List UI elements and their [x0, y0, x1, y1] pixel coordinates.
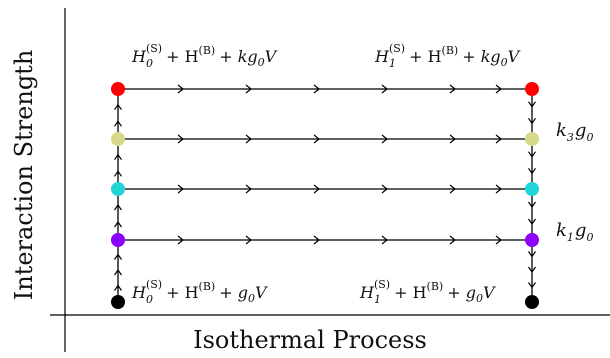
- state-dot-left-level2: [111, 182, 125, 196]
- direction-arrows: [114, 84, 536, 291]
- state-dot-left-bottom: [111, 295, 125, 309]
- state-dot-right-level1: [525, 233, 539, 247]
- state-points: [111, 82, 539, 309]
- arrow-right-level1-0: [177, 235, 184, 245]
- arrow-up-0-1: [114, 103, 122, 111]
- arrow-down-1-2: [528, 167, 536, 175]
- arrow-down-2-1: [528, 201, 536, 209]
- arrow-right-level2-1: [245, 184, 252, 194]
- arrow-right-level3-1: [245, 134, 252, 144]
- hamiltonian-bottom-left: H0(S) + H(B) + g0V: [131, 278, 268, 306]
- process-paths: [117, 88, 533, 302]
- arrow-right-level1-3: [381, 235, 388, 245]
- arrow-up-1-2: [114, 170, 122, 177]
- arrow-right-top-2: [313, 84, 320, 94]
- arrow-down-3-1: [528, 251, 536, 258]
- arrow-up-1-1: [114, 153, 122, 161]
- hamiltonian-top-right: H1(S) + H(B) + kg0V: [374, 42, 521, 70]
- arrow-up-3-3: [114, 284, 122, 291]
- state-dot-left-level3: [111, 132, 125, 146]
- arrow-right-level2-4: [449, 184, 456, 194]
- arrow-right-level2-2: [313, 184, 320, 194]
- hamiltonian-top-left: H0(S) + H(B) + kg0V: [131, 42, 278, 70]
- arrow-right-top-3: [381, 84, 388, 94]
- arrow-right-level3-0: [177, 134, 184, 144]
- arrow-right-level1-2: [313, 235, 320, 245]
- arrow-up-2-1: [114, 203, 122, 211]
- coupling-label-lower: k1g0: [556, 220, 593, 244]
- arrow-right-top-4: [449, 84, 456, 94]
- arrow-right-level3-5: [495, 134, 502, 144]
- state-dot-right-level2: [525, 182, 539, 196]
- state-dot-left-level1: [111, 233, 125, 247]
- arrow-down-3-3: [528, 282, 536, 289]
- arrow-down-0-2: [528, 117, 536, 125]
- coupling-label-upper: k3g0: [556, 120, 593, 144]
- state-dot-right-top: [525, 82, 539, 96]
- arrow-up-3-1: [114, 253, 122, 260]
- arrow-right-level1-5: [495, 235, 502, 245]
- arrow-down-1-1: [528, 151, 536, 158]
- hamiltonian-bottom-right: H1(S) + H(B) + g0V: [359, 278, 496, 306]
- arrow-right-level3-4: [449, 134, 456, 144]
- arrow-right-level1-1: [245, 235, 252, 245]
- arrow-right-top-1: [245, 84, 252, 94]
- arrow-right-level3-3: [381, 134, 388, 144]
- arrow-right-level2-3: [381, 184, 388, 194]
- arrow-down-2-2: [528, 218, 536, 226]
- x-axis-label: Isothermal Process: [193, 326, 427, 354]
- arrow-up-3-2: [114, 268, 122, 276]
- arrow-down-3-2: [528, 266, 536, 274]
- state-dot-left-top: [111, 82, 125, 96]
- arrow-right-level1-4: [449, 235, 456, 245]
- arrow-right-top-0: [177, 84, 184, 94]
- y-axis-label: Interaction Strength: [10, 50, 38, 301]
- state-dot-right-level3: [525, 132, 539, 146]
- arrow-down-0-1: [528, 101, 536, 108]
- arrow-up-0-2: [114, 120, 122, 127]
- arrow-right-level2-5: [495, 184, 502, 194]
- arrow-right-level2-0: [177, 184, 184, 194]
- arrow-up-2-2: [114, 220, 122, 228]
- arrow-right-level3-2: [313, 134, 320, 144]
- state-dot-right-bottom: [525, 295, 539, 309]
- arrow-right-top-5: [495, 84, 502, 94]
